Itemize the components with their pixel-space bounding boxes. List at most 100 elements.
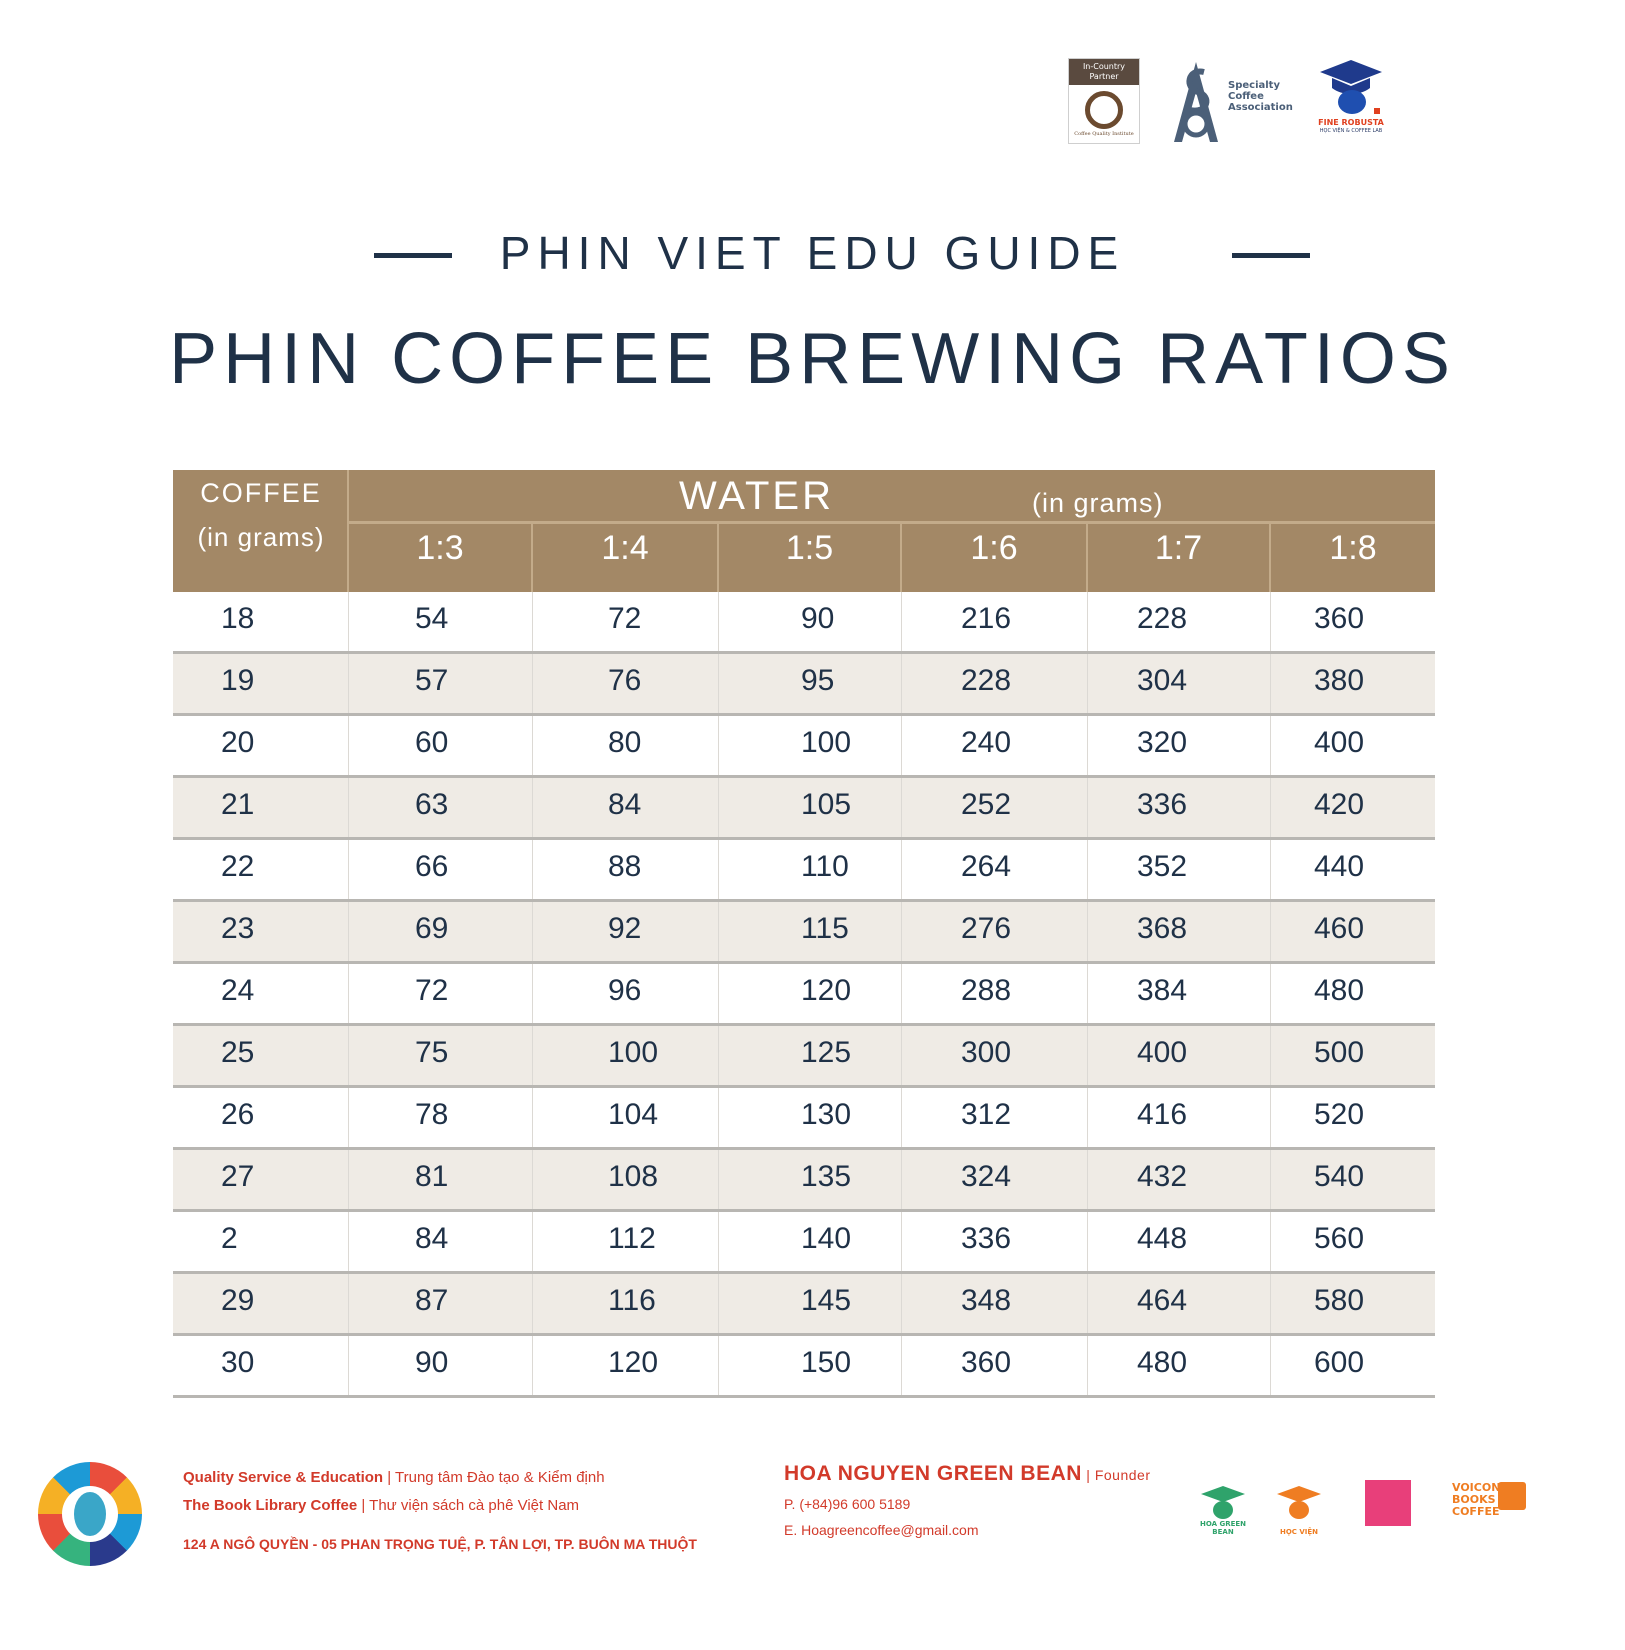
- table-row: 20 60 80 100 240 320 400: [173, 716, 1435, 778]
- sca-mark-icon: [1174, 62, 1218, 142]
- fine-robusta-subtext: HỌC VIỆN & COFFEE LAB: [1319, 128, 1383, 134]
- table-row: 2 84 112 140 336 448 560: [173, 1212, 1435, 1274]
- water-grams-cell: 54: [349, 592, 533, 651]
- water-grams-cell: 440: [1314, 850, 1365, 883]
- water-grams-cell: 416: [1088, 1088, 1271, 1147]
- guide-heading-row: PHIN VIET EDU GUIDE: [0, 226, 1625, 282]
- footer-org-info: Quality Service & Education | Trung tâm …: [183, 1464, 697, 1558]
- water-grams-cell: 464: [1088, 1274, 1271, 1333]
- water-grams-cell: 84: [349, 1212, 533, 1271]
- cqi-logo-footer: Coffee Quality Institute: [1074, 131, 1134, 137]
- ratio-header: 1:5: [719, 524, 902, 592]
- water-grams-cell: 120: [719, 964, 902, 1023]
- table-row: 21 63 84 105 252 336 420: [173, 778, 1435, 840]
- water-grams-cell: 240: [902, 716, 1088, 775]
- water-grams-cell: 264: [902, 840, 1088, 899]
- ratio-header: 1:7: [1088, 524, 1271, 592]
- water-grams-cell: 125: [719, 1026, 902, 1085]
- water-grams-cell: 580: [1314, 1284, 1365, 1317]
- sca-logo-text: Specialty Coffee Association: [1228, 80, 1293, 113]
- coffee-unit: (in grams): [197, 522, 325, 552]
- water-grams-cell: 500: [1314, 1036, 1365, 1069]
- table-row: 30 90 120 150 360 480 600: [173, 1336, 1435, 1398]
- water-grams-cell: 336: [902, 1212, 1088, 1271]
- coffee-grams-cell: 23: [173, 902, 349, 961]
- water-grams-cell: 120: [533, 1336, 719, 1395]
- mini-logo-2-text: HỌC VIỆN: [1279, 1528, 1319, 1536]
- table-row: 26 78 104 130 312 416 520: [173, 1088, 1435, 1150]
- water-grams-cell: 95: [719, 654, 902, 713]
- green-cap-icon: [1201, 1486, 1245, 1519]
- cqi-logo: In-Country Partner Coffee Quality Instit…: [1068, 58, 1140, 144]
- footer-line-1: Quality Service & Education | Trung tâm …: [183, 1464, 697, 1492]
- table-row: 23 69 92 115 276 368 460: [173, 902, 1435, 964]
- footer: Quality Service & Education | Trung tâm …: [0, 1450, 1625, 1590]
- footer-line-2-rest: | Thư viện sách cà phê Việt Nam: [357, 1497, 580, 1514]
- water-grams-cell: 368: [1088, 902, 1271, 961]
- coffee-grams-cell: 27: [173, 1150, 349, 1209]
- water-grams-cell: 320: [1088, 716, 1271, 775]
- water-grams-cell: 252: [902, 778, 1088, 837]
- contact-email[interactable]: E. Hoagreencoffee@gmail.com: [784, 1522, 979, 1538]
- water-grams-cell: 324: [902, 1150, 1088, 1209]
- water-grams-cell: 312: [902, 1088, 1088, 1147]
- footer-contact: HOA NGUYEN GREEN BEAN | Founder P. (+84)…: [784, 1462, 1150, 1538]
- water-grams-cell: 600: [1314, 1346, 1365, 1379]
- water-grams-cell: 360: [902, 1336, 1088, 1395]
- water-grams-cell: 228: [1088, 592, 1271, 651]
- hoa-green-bean-mini-logo: HOA GREEN BEAN: [1195, 1480, 1251, 1536]
- water-grams-cell: 92: [533, 902, 719, 961]
- cqi-q-icon: [1085, 91, 1123, 129]
- coffee-grams-cell: 22: [173, 840, 349, 899]
- water-grams-cell: 304: [1088, 654, 1271, 713]
- coffee-bean-icon: [74, 1492, 106, 1536]
- divider-left: [374, 253, 452, 258]
- water-grams-cell: 520: [1314, 1098, 1365, 1131]
- divider-right: [1232, 253, 1310, 258]
- water-grams-cell: 150: [719, 1336, 902, 1395]
- water-label: WATER: [679, 474, 834, 518]
- hoc-vien-mini-logo: HỌC VIỆN: [1271, 1480, 1327, 1536]
- water-grams-cell: 448: [1088, 1212, 1271, 1271]
- water-grams-cell: 480: [1088, 1336, 1271, 1395]
- fine-robusta-text: FINE ROBUSTA: [1318, 118, 1384, 127]
- water-grams-cell: 228: [902, 654, 1088, 713]
- coffee-grams-cell: 2: [173, 1212, 349, 1271]
- water-grams-cell: 380: [1314, 664, 1365, 697]
- coffee-grams-cell: 29: [173, 1274, 349, 1333]
- footer-address: 124 A NGÔ QUYỀN - 05 PHAN TRỌNG TUỆ, P. …: [183, 1536, 697, 1552]
- ratio-header: 1:6: [902, 524, 1088, 592]
- water-grams-cell: 432: [1088, 1150, 1271, 1209]
- coffee-grams-cell: 26: [173, 1088, 349, 1147]
- table-row: 29 87 116 145 348 464 580: [173, 1274, 1435, 1336]
- guide-heading: PHIN VIET EDU GUIDE: [499, 227, 1126, 279]
- water-grams-cell: 116: [533, 1274, 719, 1333]
- water-grams-cell: 84: [533, 778, 719, 837]
- water-grams-cell: 60: [349, 716, 533, 775]
- table-row: 19 57 76 95 228 304 380: [173, 654, 1435, 716]
- water-grams-cell: 135: [719, 1150, 902, 1209]
- water-grams-cell: 480: [1314, 974, 1365, 1007]
- cqi-logo-band: In-Country Partner: [1069, 59, 1139, 85]
- coffee-label: COFFEE: [200, 478, 322, 508]
- water-grams-cell: 110: [719, 840, 902, 899]
- ratio-headers: 1:3 1:4 1:5 1:6 1:7 1:8: [349, 524, 1435, 592]
- ratio-header: 1:3: [349, 524, 533, 592]
- water-grams-cell: 276: [902, 902, 1088, 961]
- table-row: 22 66 88 110 264 352 440: [173, 840, 1435, 902]
- water-grams-cell: 352: [1088, 840, 1271, 899]
- coffee-grams-cell: 30: [173, 1336, 349, 1395]
- coffee-grams-cell: 25: [173, 1026, 349, 1085]
- water-grams-cell: 560: [1314, 1222, 1365, 1255]
- footer-line-1-rest: | Trung tâm Đào tạo & Kiểm định: [383, 1469, 605, 1486]
- coffee-grams-cell: 19: [173, 654, 349, 713]
- footer-line-2: The Book Library Coffee | Thư viện sách …: [183, 1492, 697, 1520]
- water-grams-cell: 112: [533, 1212, 719, 1271]
- water-grams-cell: 72: [349, 964, 533, 1023]
- mini-logo-1-text: HOA GREEN BEAN: [1199, 1520, 1247, 1536]
- ratio-table: COFFEE (in grams) WATER (in grams) 1:3 1…: [173, 470, 1435, 1398]
- contact-phone: P. (+84)96 600 5189: [784, 1496, 911, 1512]
- water-grams-cell: 88: [533, 840, 719, 899]
- pink-badge-icon: [1365, 1480, 1411, 1526]
- water-grams-cell: 80: [533, 716, 719, 775]
